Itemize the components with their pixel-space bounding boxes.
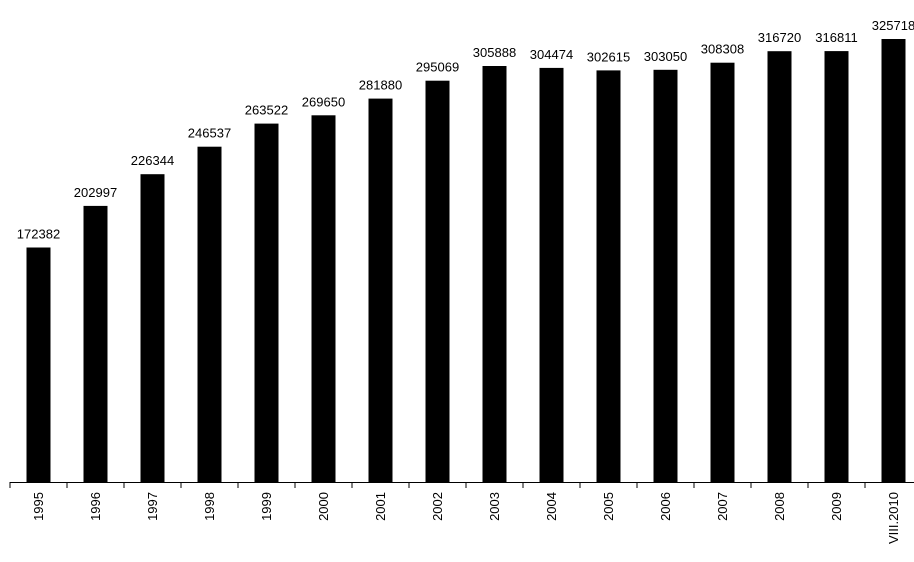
bar-2003 [482, 66, 507, 482]
bar-1999 [254, 123, 279, 482]
bar-1997 [140, 174, 165, 482]
value-label-2005: 302615 [587, 49, 630, 64]
bar-1996 [83, 205, 108, 482]
value-label-1999: 263522 [245, 103, 288, 118]
bar-VIII.2010 [881, 39, 906, 482]
x-tick-label-1996: 1996 [88, 492, 103, 521]
x-tick-label-2008: 2008 [772, 492, 787, 521]
bar-2009 [824, 51, 849, 482]
x-tick-label-1997: 1997 [145, 492, 160, 521]
value-label-2004: 304474 [530, 47, 573, 62]
x-tick-label-2007: 2007 [715, 492, 730, 521]
value-label-2006: 303050 [644, 49, 687, 64]
x-tick-label-VIII.2010: VIII.2010 [886, 492, 901, 544]
x-tick-label-2004: 2004 [544, 492, 559, 521]
value-label-2000: 269650 [302, 94, 345, 109]
x-tick-label-1995: 1995 [31, 492, 46, 521]
bar-1995 [26, 247, 51, 482]
bar-2008 [767, 51, 792, 482]
value-labels-group: 172382 202997 226344 246537 263522 269650 2818… [17, 18, 914, 242]
x-tick-label-2002: 2002 [430, 492, 445, 521]
x-tick-label-2009: 2009 [829, 492, 844, 521]
value-label-1995: 172382 [17, 227, 60, 242]
bar-1998 [197, 146, 222, 482]
x-tick-label-2006: 2006 [658, 492, 673, 521]
x-tick-label-1998: 1998 [202, 492, 217, 521]
bar-2007 [710, 62, 735, 482]
bar-2002 [425, 80, 450, 482]
value-label-2003: 305888 [473, 45, 516, 60]
value-label-1996: 202997 [74, 185, 117, 200]
x-tick-marks [9, 482, 866, 488]
value-label-1997: 226344 [131, 153, 174, 168]
value-label-VIII.2010: 325718 [872, 18, 914, 33]
value-label-2001: 281880 [359, 78, 402, 93]
x-tick-label-1999: 1999 [259, 492, 274, 521]
bar-2004 [539, 67, 564, 483]
x-tick-label-2005: 2005 [601, 492, 616, 521]
value-label-2002: 295069 [416, 60, 459, 75]
value-label-2007: 308308 [701, 42, 744, 57]
bar-2001 [368, 98, 393, 482]
value-label-2008: 316720 [758, 30, 801, 45]
x-tick-labels: 1995 1996 1997 1998 1999 2000 2001 2002 2003 2004… [31, 492, 901, 544]
x-tick-label-2000: 2000 [316, 492, 331, 521]
value-label-1998: 246537 [188, 126, 231, 141]
x-tick-label-2001: 2001 [373, 492, 388, 521]
bar-2005 [596, 70, 621, 483]
bar-2000 [311, 115, 336, 483]
value-label-2009: 316811 [815, 30, 857, 45]
x-tick-label-2003: 2003 [487, 492, 502, 521]
bar-2006 [653, 69, 678, 483]
bars-group [26, 39, 906, 483]
